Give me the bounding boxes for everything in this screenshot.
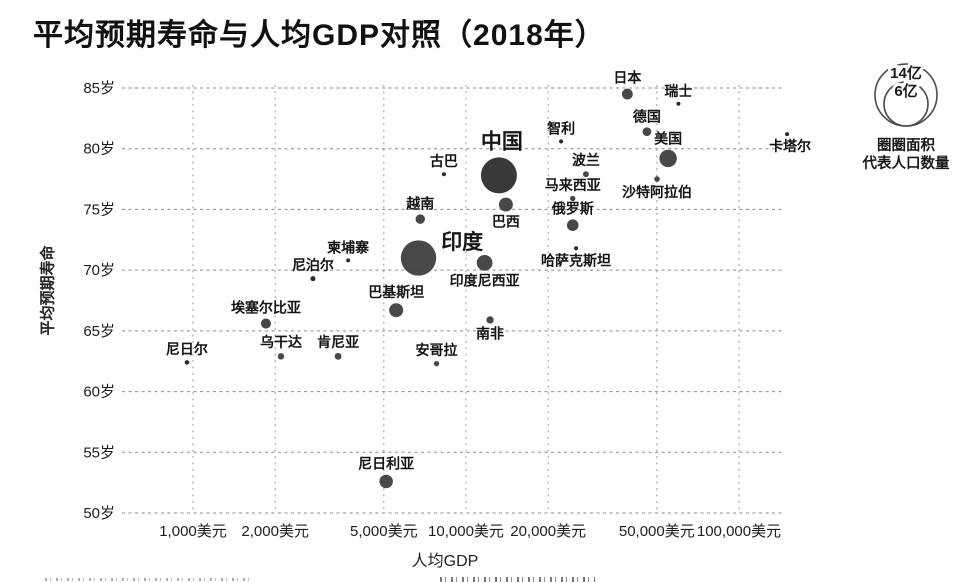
x-axis-title: 人均GDP — [411, 553, 479, 570]
population-size-legend: 14亿 6亿 圈圈面积 代表人口数量 — [862, 61, 950, 172]
country-label: 沙特阿拉伯 — [622, 184, 692, 200]
country-label: 智利 — [546, 120, 575, 136]
axis-tick-labels: 85岁 80岁 75岁 70岁 65岁 60岁 55岁 50岁 1,000美元 2,000美元 5,… — [83, 80, 781, 540]
x-tick-label: 1,000美元 — [159, 523, 227, 540]
country-bubble — [574, 246, 579, 251]
country-label: 越南 — [405, 195, 434, 211]
country-label: 卡塔尔 — [769, 138, 811, 154]
country-bubble — [480, 157, 517, 194]
country-label: 德国 — [633, 108, 661, 124]
country-label: 巴西 — [492, 214, 520, 230]
x-tick-label: 10,000美元 — [428, 523, 504, 540]
y-tick-label: 75岁 — [83, 201, 115, 218]
country-label: 印度尼西亚 — [450, 273, 520, 289]
country-bubble — [582, 171, 589, 178]
legend-caption-line1: 圈圈面积 — [877, 136, 935, 154]
y-tick-label: 50岁 — [83, 505, 115, 522]
country-bubble — [389, 303, 404, 318]
y-tick-label: 70岁 — [83, 262, 115, 279]
country-bubble — [277, 353, 285, 360]
country-bubble — [346, 258, 351, 263]
x-tick-label: 50,000美元 — [619, 523, 695, 540]
country-label: 波兰 — [572, 152, 600, 168]
country-label: 日本 — [613, 70, 642, 86]
x-tick-label: 20,000美元 — [510, 523, 586, 540]
country-label: 古巴 — [430, 153, 458, 169]
country-label: 肯尼亚 — [317, 334, 359, 350]
country-label: 巴基斯坦 — [368, 284, 424, 300]
country-label: 中国 — [481, 130, 523, 153]
country-label: 美国 — [654, 131, 682, 147]
country-bubble — [566, 219, 579, 232]
legend-circle-small — [883, 81, 929, 127]
country-bubble — [570, 195, 576, 202]
country-bubble — [642, 127, 652, 137]
y-tick-label: 80岁 — [83, 141, 115, 158]
country-label: 印度 — [441, 230, 483, 254]
y-tick-label: 60岁 — [83, 384, 115, 401]
x-tick-label: 100,000美元 — [697, 523, 781, 540]
country-bubble — [310, 276, 316, 282]
x-tick-label: 5,000美元 — [350, 523, 418, 540]
country-bubble — [415, 214, 425, 224]
country-bubble — [400, 240, 437, 276]
country-label: 瑞士 — [664, 83, 692, 99]
country-bubble — [558, 139, 564, 144]
country-bubble — [441, 172, 446, 177]
y-tick-label: 65岁 — [83, 323, 115, 340]
footnote-cutoff-fragment — [440, 577, 595, 582]
country-label: 安哥拉 — [416, 342, 458, 358]
country-label: 尼日尔 — [166, 341, 208, 357]
country-label: 尼泊尔 — [292, 257, 334, 273]
legend-caption-line2: 代表人口数量 — [862, 154, 950, 172]
footnote-cutoff-fragment — [45, 578, 250, 581]
y-tick-label: 55岁 — [83, 444, 115, 461]
country-label: 柬埔寨 — [327, 239, 370, 255]
country-bubble — [334, 352, 342, 360]
legend-value-small: 6亿 — [894, 82, 917, 100]
country-bubble — [654, 176, 660, 182]
country-bubble — [433, 360, 440, 367]
country-label: 俄罗斯 — [551, 200, 594, 216]
country-bubble — [476, 254, 493, 271]
country-bubble — [785, 132, 790, 137]
country-label: 埃塞尔比亚 — [231, 300, 301, 316]
country-label: 乌干达 — [260, 334, 302, 350]
legend-value-big: 14亿 — [890, 64, 922, 82]
chart-title: 平均预期寿命与人均GDP对照（2018年） — [33, 19, 606, 52]
country-bubble — [676, 101, 681, 106]
country-label: 南非 — [476, 326, 504, 342]
country-bubble — [486, 316, 494, 324]
gridlines — [122, 85, 783, 514]
y-tick-label: 85岁 — [83, 80, 115, 97]
country-bubble — [184, 360, 190, 365]
country-bubble — [260, 318, 271, 329]
country-label: 马来西亚 — [545, 177, 601, 193]
country-bubble — [621, 88, 633, 100]
country-bubble — [659, 149, 677, 168]
country-label: 哈萨克斯坦 — [541, 252, 611, 268]
x-tick-label: 2,000美元 — [241, 523, 309, 540]
country-label: 尼日利亚 — [358, 456, 414, 472]
country-bubble — [379, 474, 393, 489]
country-bubble — [498, 197, 513, 212]
country-bubbles — [184, 88, 790, 489]
